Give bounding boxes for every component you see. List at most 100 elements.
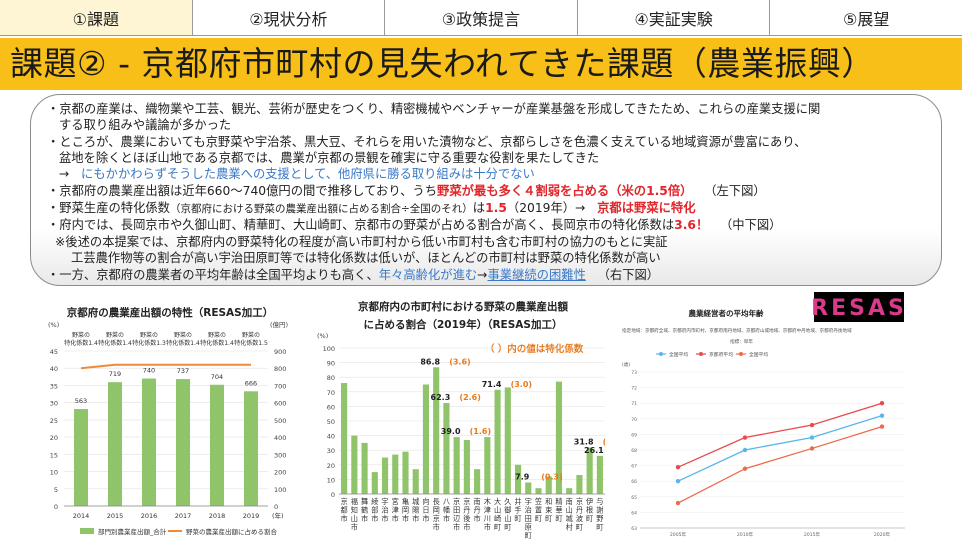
chart-sub2: 指標：単年 xyxy=(730,338,753,345)
x-tick-label-char: 久 xyxy=(504,497,511,506)
annotation-line1: 野菜の xyxy=(140,331,158,339)
x-tick-label: 2019 xyxy=(243,512,260,520)
bar-value-label: 719 xyxy=(109,370,121,378)
y-tick-label: 69 xyxy=(631,432,637,438)
tab-outlook[interactable]: ⑤展望 xyxy=(770,0,962,35)
y-tick-label: 10 xyxy=(327,476,335,484)
y-tick-label: 71 xyxy=(631,401,637,407)
bar xyxy=(576,475,583,494)
x-tick-label-char: 津 xyxy=(392,506,399,515)
data-point xyxy=(675,500,681,506)
x-tick-label-char: 木 xyxy=(484,497,491,506)
arrow-text: → xyxy=(59,167,70,181)
x-tick-label-char: 町 xyxy=(514,514,521,523)
bullet-6: ・府内では、長岡京市や久御山町、精華町、大山崎町、京都市の野菜が占める割合が高く… xyxy=(47,215,781,233)
x-tick-label-char: 岡 xyxy=(402,506,409,515)
annotation-line2: 特化係数1.4 xyxy=(200,339,234,347)
bar xyxy=(244,391,258,506)
bar xyxy=(176,379,190,506)
data-point xyxy=(879,413,885,418)
annotation-line1: 野菜の xyxy=(208,331,226,339)
chart-title: 京都府の農業産出額の特性（RESAS加工） xyxy=(67,306,274,319)
tab-policy-proposal[interactable]: ③政策提言 xyxy=(385,0,578,35)
legend-label: 京都府平均 xyxy=(709,351,733,358)
bar xyxy=(566,488,573,494)
chart-note: （ ）内の値は特化係数 xyxy=(485,343,584,355)
x-tick-label: 2015 xyxy=(107,512,124,520)
y-tick-label: 20 xyxy=(327,462,335,470)
bar xyxy=(422,384,430,494)
coef-label: (2.6) xyxy=(459,393,480,402)
x-tick-label-char: 岡 xyxy=(433,506,440,515)
x-tick-label-char: 市 xyxy=(422,514,429,523)
title-banner: 課題② - 京都府市町村の見失われてきた課題（農業振興） xyxy=(0,38,962,90)
y-tick-label: 64 xyxy=(631,510,637,516)
x-tick-label-char: 市 xyxy=(371,514,378,523)
coef-label: (0.3) xyxy=(541,472,562,481)
bar xyxy=(412,469,419,494)
x-tick-label-char: 町 xyxy=(535,514,542,523)
bar xyxy=(142,378,156,506)
highlight-red: 野菜が最も多く４割弱を占める（米の1.5倍） xyxy=(437,184,693,198)
annotation-line2: 特化係数1.4 xyxy=(64,339,98,347)
x-tick-label-char: 市 xyxy=(463,523,470,532)
y-tick-label: 60 xyxy=(327,403,335,411)
x-tick-label: 2015年 xyxy=(804,531,821,538)
y-tick-label: 10 xyxy=(50,469,58,477)
bar xyxy=(371,472,378,494)
chart-background xyxy=(620,292,910,543)
x-tick-label-char: 市 xyxy=(402,514,409,523)
tab-experiment[interactable]: ④実証実験 xyxy=(577,0,771,35)
bullet-5-pre: ・野菜生産の特化係数 xyxy=(47,201,170,215)
x-tick-label-char: 根 xyxy=(586,506,593,515)
bullet-6-pre: ・府内では、長岡京市や久御山町、精華町、大山崎町、京都市の野菜が占める割合が高く… xyxy=(47,218,675,232)
bar xyxy=(443,403,450,494)
x-tick-label: 2014 xyxy=(73,512,90,520)
y-tick-label: 30 xyxy=(50,400,58,408)
x-tick-label-char: 川 xyxy=(484,514,491,523)
x-tick-label: 2016 xyxy=(141,512,158,520)
annotation-line1: 野菜の xyxy=(106,331,124,339)
bar xyxy=(402,451,409,494)
y-tick-label: 68 xyxy=(631,448,637,454)
y-tick-label: 70 xyxy=(327,389,335,397)
legend-swatch xyxy=(80,528,94,534)
resas-logo: RESAS xyxy=(811,296,907,321)
y-tick-label: 30 xyxy=(327,447,335,455)
x-tick-label-char: 与 xyxy=(596,497,603,506)
x-tick-label-char: 舞 xyxy=(361,497,368,506)
y2-axis-unit: (億円) xyxy=(270,320,288,329)
x-tick-label-char: 京 xyxy=(341,497,348,506)
y2-tick-label: 800 xyxy=(274,365,286,373)
x-tick-label-char: 長 xyxy=(433,497,440,506)
tab-current-analysis[interactable]: ②現状分析 xyxy=(192,0,386,35)
bar-value-label: 666 xyxy=(245,379,257,387)
y-tick-label: 90 xyxy=(327,360,335,368)
y-tick-label: 70 xyxy=(631,417,637,423)
x-tick-label-char: 井 xyxy=(514,497,521,506)
bar xyxy=(392,454,399,494)
bullet-5: ・野菜生産の特化係数（京都府における野菜の農業産出額に占める割合÷全国のそれ）は… xyxy=(47,198,696,216)
x-tick-label-char: 辺 xyxy=(453,514,460,523)
x-tick-label-char: 市 xyxy=(361,514,368,523)
x-tick-label-char: 丹 xyxy=(576,506,583,515)
legend-label: 全国平均 xyxy=(669,351,688,358)
y-tick-label: 50 xyxy=(327,418,335,426)
bar-value-label: 71.4 xyxy=(482,380,502,389)
x-tick-label-char: 市 xyxy=(392,514,399,523)
highlight-red: 3.6！ xyxy=(674,218,709,232)
section-tabs: ①課題 ②現状分析 ③政策提言 ④実証実験 ⑤展望 xyxy=(0,0,962,36)
y-tick-label: 45 xyxy=(50,348,58,356)
y2-tick-label: 900 xyxy=(274,348,286,356)
x-tick-label: 2017 xyxy=(175,512,192,520)
data-point xyxy=(809,422,815,428)
x-tick-label-char: 宮 xyxy=(392,497,399,506)
x-axis-unit: (年) xyxy=(272,511,284,520)
bar-value-label: 62.3 xyxy=(431,393,451,402)
data-point xyxy=(879,424,885,429)
x-tick-label-char: 山 xyxy=(504,514,511,523)
x-tick-label: 2018 xyxy=(209,512,226,520)
legend-label: 野菜の農業産出額に占める割合 xyxy=(186,527,278,536)
x-tick-label-char: 市 xyxy=(351,523,358,532)
tab-issue[interactable]: ①課題 xyxy=(0,0,193,35)
